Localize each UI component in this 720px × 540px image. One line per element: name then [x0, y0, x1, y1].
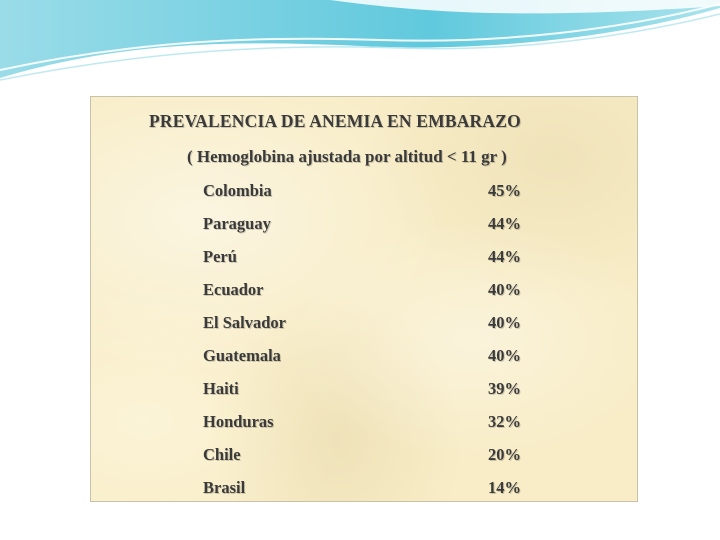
country-name: Haiti — [203, 379, 239, 398]
prevalence-value: 44% — [488, 247, 521, 266]
list-item: Colombia 45% — [203, 181, 533, 214]
country-name: Brasil — [203, 478, 246, 497]
list-item: Haiti 39% — [203, 379, 533, 412]
country-name: Honduras — [203, 412, 274, 431]
prevalence-value: 40% — [488, 280, 521, 299]
country-name: El Salvador — [203, 313, 286, 332]
list-item: Perú 44% — [203, 247, 533, 280]
country-list: Colombia 45% Paraguay 44% Perú 44% Ecuad… — [203, 181, 533, 511]
table-subtitle: ( Hemoglobina ajustada por altitud < 11 … — [187, 147, 507, 166]
prevalence-value: 40% — [488, 313, 521, 332]
prevalence-value: 45% — [488, 181, 521, 200]
prevalence-value: 20% — [488, 445, 521, 464]
country-name: Ecuador — [203, 280, 264, 299]
list-item: El Salvador 40% — [203, 313, 533, 346]
country-name: Guatemala — [203, 346, 281, 365]
anemia-table-panel: PREVALENCIA DE ANEMIA EN EMBARAZO ( Hemo… — [90, 96, 638, 502]
list-item: Paraguay 44% — [203, 214, 533, 247]
country-name: Perú — [203, 247, 237, 266]
header-swoosh-decoration — [0, 0, 720, 81]
table-title: PREVALENCIA DE ANEMIA EN EMBARAZO — [149, 111, 521, 131]
country-name: Colombia — [203, 181, 272, 200]
list-item: Ecuador 40% — [203, 280, 533, 313]
prevalence-value: 14% — [488, 478, 521, 497]
prevalence-value: 32% — [488, 412, 521, 431]
prevalence-value: 39% — [488, 379, 521, 398]
country-name: Paraguay — [203, 214, 271, 233]
list-item: Honduras 32% — [203, 412, 533, 445]
list-item: Brasil 14% — [203, 478, 533, 511]
list-item: Guatemala 40% — [203, 346, 533, 379]
country-name: Chile — [203, 445, 241, 464]
prevalence-value: 40% — [488, 346, 521, 365]
prevalence-value: 44% — [488, 214, 521, 233]
list-item: Chile 20% — [203, 445, 533, 478]
